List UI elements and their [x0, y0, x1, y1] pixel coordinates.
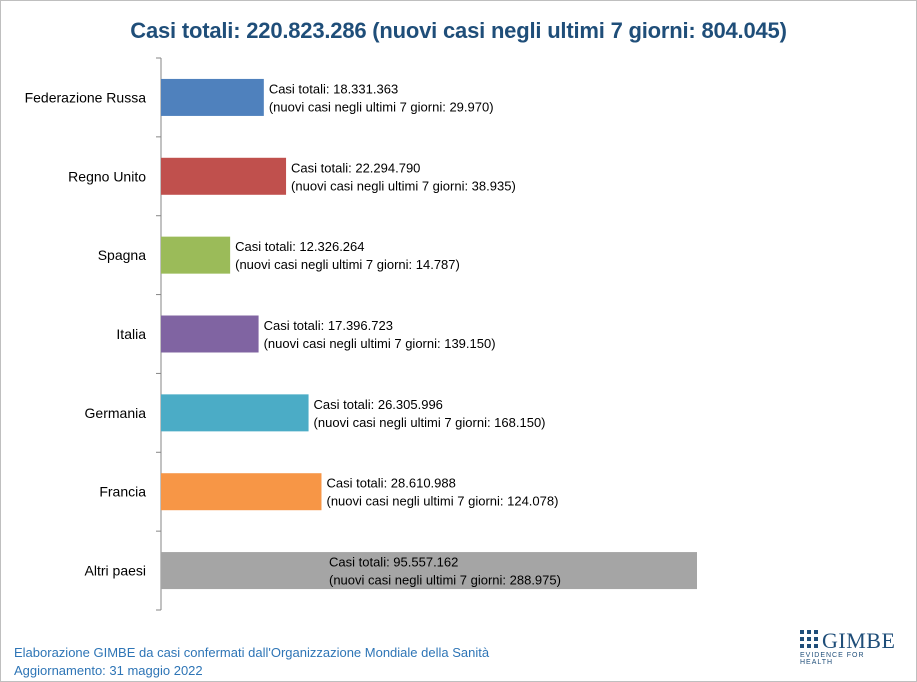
- bar: [161, 473, 322, 511]
- chart-title: Casi totali: 220.823.286 (nuovi casi neg…: [130, 18, 787, 43]
- data-label-total: Casi totali: 28.610.988: [326, 476, 455, 491]
- category-label: Italia: [116, 326, 146, 342]
- bar: [161, 552, 697, 590]
- bar: [161, 157, 287, 195]
- data-label-new-cases: (nuovi casi negli ultimi 7 giorni: 139.1…: [264, 336, 496, 351]
- gimbe-logo: GIMBE EVIDENCE FOR HEALTH: [800, 628, 900, 666]
- data-label-new-cases: (nuovi casi negli ultimi 7 giorni: 38.93…: [291, 178, 516, 193]
- data-label-total: Casi totali: 95.557.162: [329, 555, 458, 570]
- data-label-new-cases: (nuovi casi negli ultimi 7 giorni: 29.97…: [269, 99, 494, 114]
- footer-source: Elaborazione GIMBE da casi confermati da…: [14, 645, 490, 660]
- data-label-total: Casi totali: 26.305.996: [314, 397, 443, 412]
- data-label-total: Casi totali: 22.294.790: [291, 160, 420, 175]
- logo-tagline: EVIDENCE FOR HEALTH: [800, 652, 865, 666]
- category-label: Spagna: [98, 247, 146, 263]
- data-label-new-cases: (nuovi casi negli ultimi 7 giorni: 124.0…: [326, 494, 558, 509]
- logo-grid-icon: [800, 630, 818, 648]
- data-label-total: Casi totali: 12.326.264: [235, 239, 364, 254]
- data-label-new-cases: (nuovi casi negli ultimi 7 giorni: 168.1…: [314, 415, 546, 430]
- data-label-total: Casi totali: 18.331.363: [269, 81, 398, 96]
- category-label: Altri paesi: [85, 563, 146, 579]
- data-label-total: Casi totali: 17.396.723: [264, 318, 393, 333]
- bar: [161, 315, 259, 353]
- footer-update: Aggiornamento: 31 maggio 2022: [14, 663, 203, 678]
- bar: [161, 236, 231, 274]
- category-label: Regno Unito: [68, 168, 146, 184]
- bar: [161, 394, 309, 432]
- category-label: Federazione Russa: [25, 89, 147, 105]
- footer: Elaborazione GIMBE da casi confermati da…: [14, 644, 489, 680]
- logo-wordmark: GIMBE: [822, 628, 896, 653]
- data-label-new-cases: (nuovi casi negli ultimi 7 giorni: 288.9…: [329, 573, 561, 588]
- bar: [161, 78, 264, 116]
- category-label: Germania: [85, 405, 147, 421]
- category-label: Francia: [99, 484, 146, 500]
- data-label-new-cases: (nuovi casi negli ultimi 7 giorni: 14.78…: [235, 257, 460, 272]
